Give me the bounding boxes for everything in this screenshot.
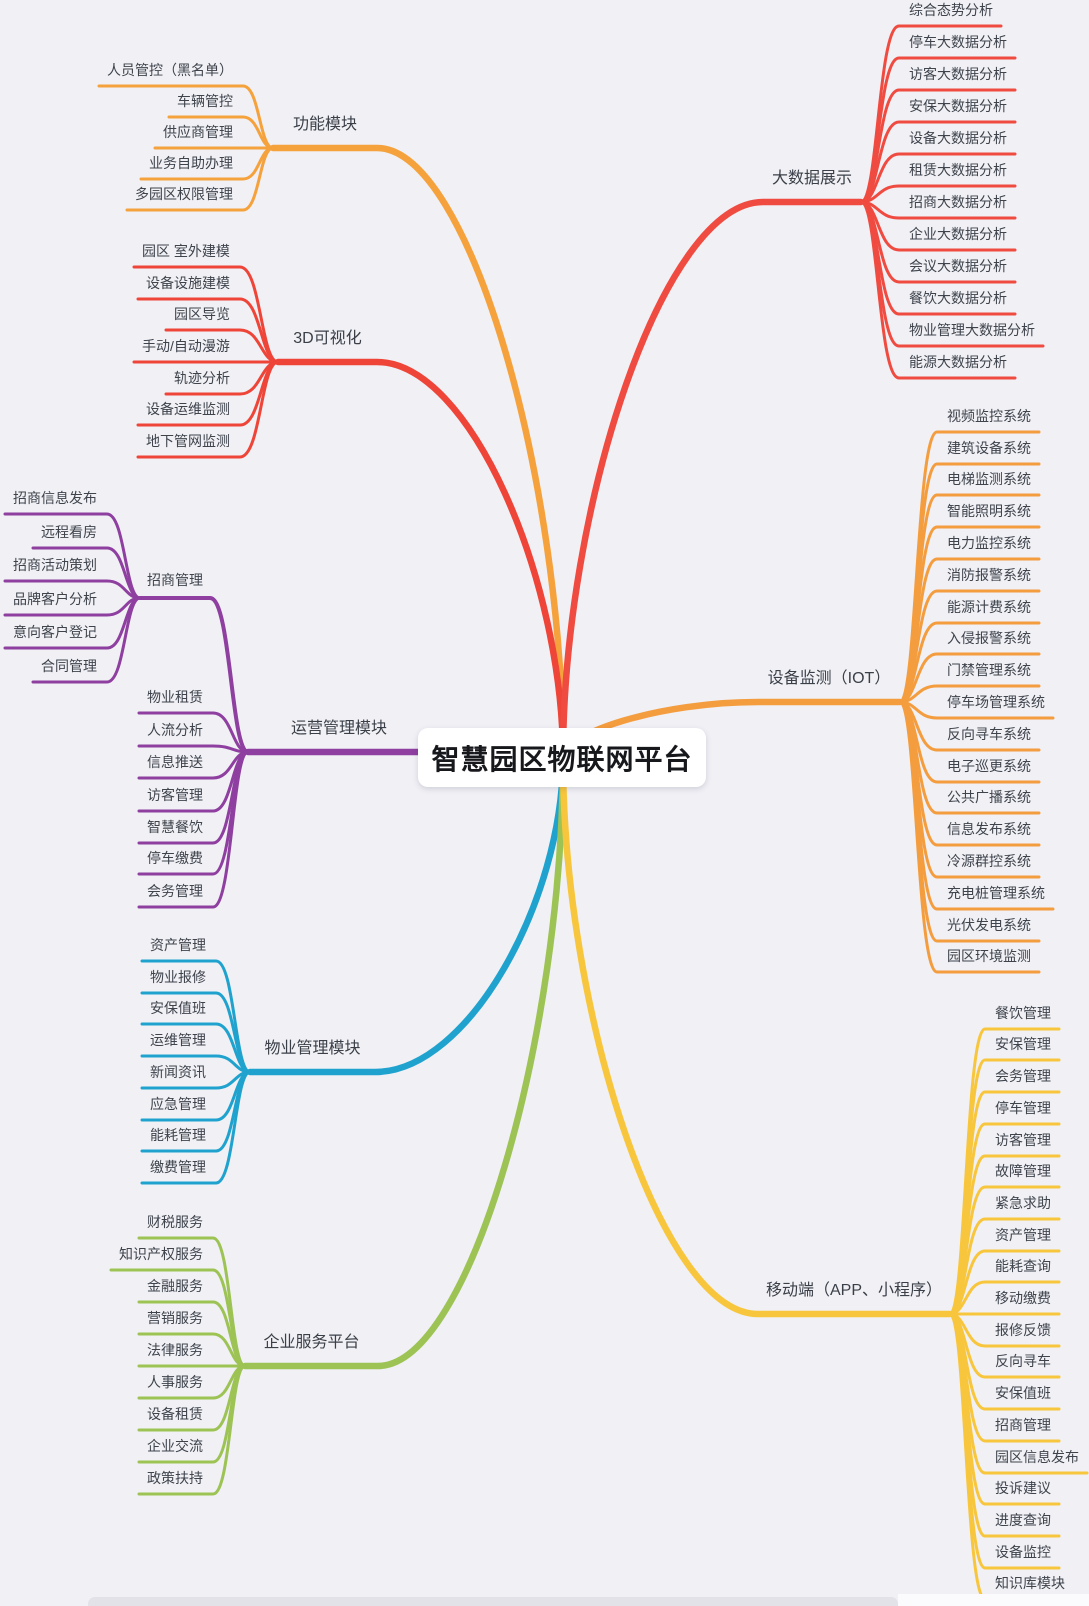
connector-line	[559, 198, 865, 762]
connector-line	[859, 200, 1017, 380]
connector-line	[137, 750, 250, 780]
connector-line	[137, 750, 250, 909]
connector-line	[3, 579, 142, 600]
connector-line	[898, 700, 1041, 974]
connector-line	[137, 750, 250, 876]
connector-line	[859, 184, 1017, 204]
connector-line	[167, 115, 275, 150]
connector-line	[140, 1070, 252, 1185]
connector-line	[559, 754, 954, 1318]
connector-line	[137, 1332, 247, 1368]
connector-line	[898, 684, 1041, 704]
connector-line	[898, 700, 1041, 752]
connector-line	[125, 146, 275, 212]
connector-line	[137, 744, 250, 754]
connector-line	[859, 152, 1017, 204]
central-topic[interactable]: 智慧园区物联网平台	[418, 728, 706, 787]
connector-line	[948, 1312, 1075, 1601]
connector-line	[137, 1364, 247, 1400]
connector-line	[138, 596, 250, 754]
connector-line	[859, 200, 1017, 252]
connector-line	[269, 144, 567, 762]
connector-line	[31, 596, 142, 684]
connector-line	[859, 200, 1017, 220]
connector-line	[898, 652, 1041, 704]
connector-line	[136, 360, 280, 459]
central-topic-label: 智慧园区物联网平台	[431, 743, 693, 775]
canvas-edge	[898, 1594, 1089, 1606]
horizontal-scrollbar[interactable]	[88, 1597, 898, 1606]
connector-line	[140, 1054, 252, 1074]
connector-line	[246, 754, 567, 1076]
connector-line	[140, 1070, 252, 1090]
connector-line	[3, 596, 142, 617]
connector-line	[274, 358, 567, 762]
connector-line	[241, 754, 567, 1370]
connector-line	[898, 700, 1055, 720]
connector-line	[139, 146, 275, 181]
connector-line	[3, 596, 142, 650]
connector-line	[137, 1364, 247, 1496]
